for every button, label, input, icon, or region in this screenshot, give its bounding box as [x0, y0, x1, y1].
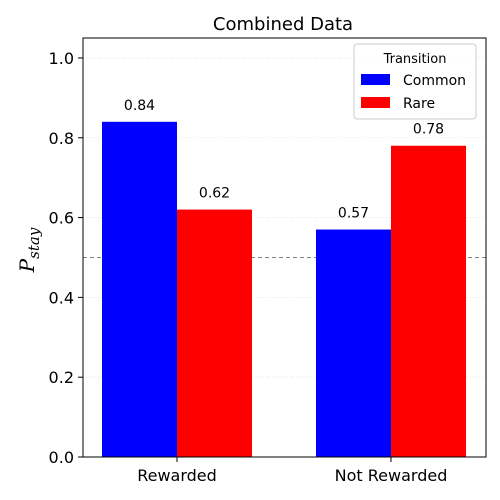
data-label: 0.62 [199, 186, 230, 202]
data-labels: 0.84 0.62 0.57 0.78 [124, 98, 444, 222]
x-tick-label: Rewarded [137, 466, 217, 485]
y-tick-label: 0.6 [49, 209, 74, 228]
data-label: 0.57 [338, 206, 369, 222]
bars [102, 121, 466, 458]
bar-common-2 [316, 229, 391, 457]
x-axis: Rewarded Not Rewarded [137, 457, 447, 485]
y-tick-label: 0.4 [49, 288, 74, 307]
x-tick-label: Not Rewarded [335, 466, 448, 485]
bar-rare-1 [177, 209, 252, 457]
bar-rare-2 [391, 145, 466, 457]
y-tick-label: 0.8 [49, 129, 74, 148]
legend-swatch-rare [361, 97, 390, 108]
legend-title: Transition [383, 52, 447, 67]
chart-title: Combined Data [213, 14, 353, 35]
legend-label-rare: Rare [403, 96, 435, 112]
legend-label-common: Common [403, 73, 466, 89]
y-tick-label: 0.2 [49, 368, 74, 387]
legend: Transition Common Rare [353, 43, 477, 120]
bar-common-1 [102, 121, 177, 458]
legend-swatch-common [361, 74, 390, 85]
y-axis-label: Pstay [15, 227, 43, 273]
y-tick-label: 1.0 [49, 49, 74, 68]
plot-frame [82, 37, 487, 458]
y-tick-label: 0.0 [49, 448, 74, 467]
data-label: 0.84 [124, 98, 155, 114]
data-label: 0.78 [413, 122, 444, 138]
y-axis: 0.0 0.2 0.4 0.6 0.8 1.0 [49, 49, 83, 467]
